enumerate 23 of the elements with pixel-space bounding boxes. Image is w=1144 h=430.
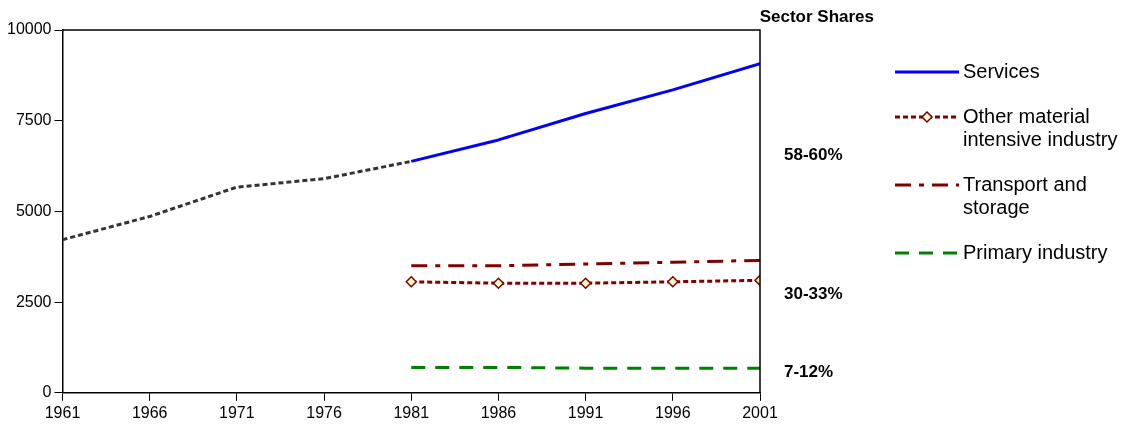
text: 58-60% (784, 144, 843, 164)
x-tick-label: 1981 (393, 403, 430, 421)
y-tick-label: 7500 (15, 111, 52, 129)
x-tick-label: 1961 (44, 403, 81, 421)
y-tick-label: 0 (42, 383, 52, 401)
x-tick-label: 2001 (742, 403, 778, 421)
x-tick-label: 1996 (655, 403, 691, 421)
x-tick-label: 1976 (306, 403, 342, 421)
line-series (62, 159, 413, 242)
legend-label: Other material intensive industry (963, 105, 1119, 151)
x-tick-label: 1966 (131, 403, 168, 421)
text: Sector Shares (759, 7, 874, 27)
legend-label: Transport and storage (963, 173, 1088, 219)
x-tick-label: 1971 (219, 403, 255, 421)
legend-label: Services (963, 60, 1040, 83)
x-tick-label: 1986 (480, 403, 517, 421)
y-tick-label: 10000 (6, 20, 52, 38)
y-tick-label: 5000 (15, 201, 52, 219)
text: 30-33% (784, 283, 843, 303)
y-tick-label: 2500 (15, 292, 52, 310)
text: 7-12% (784, 361, 834, 381)
legend-label: Primary industry (963, 241, 1108, 264)
x-tick-label: 1991 (567, 403, 604, 421)
